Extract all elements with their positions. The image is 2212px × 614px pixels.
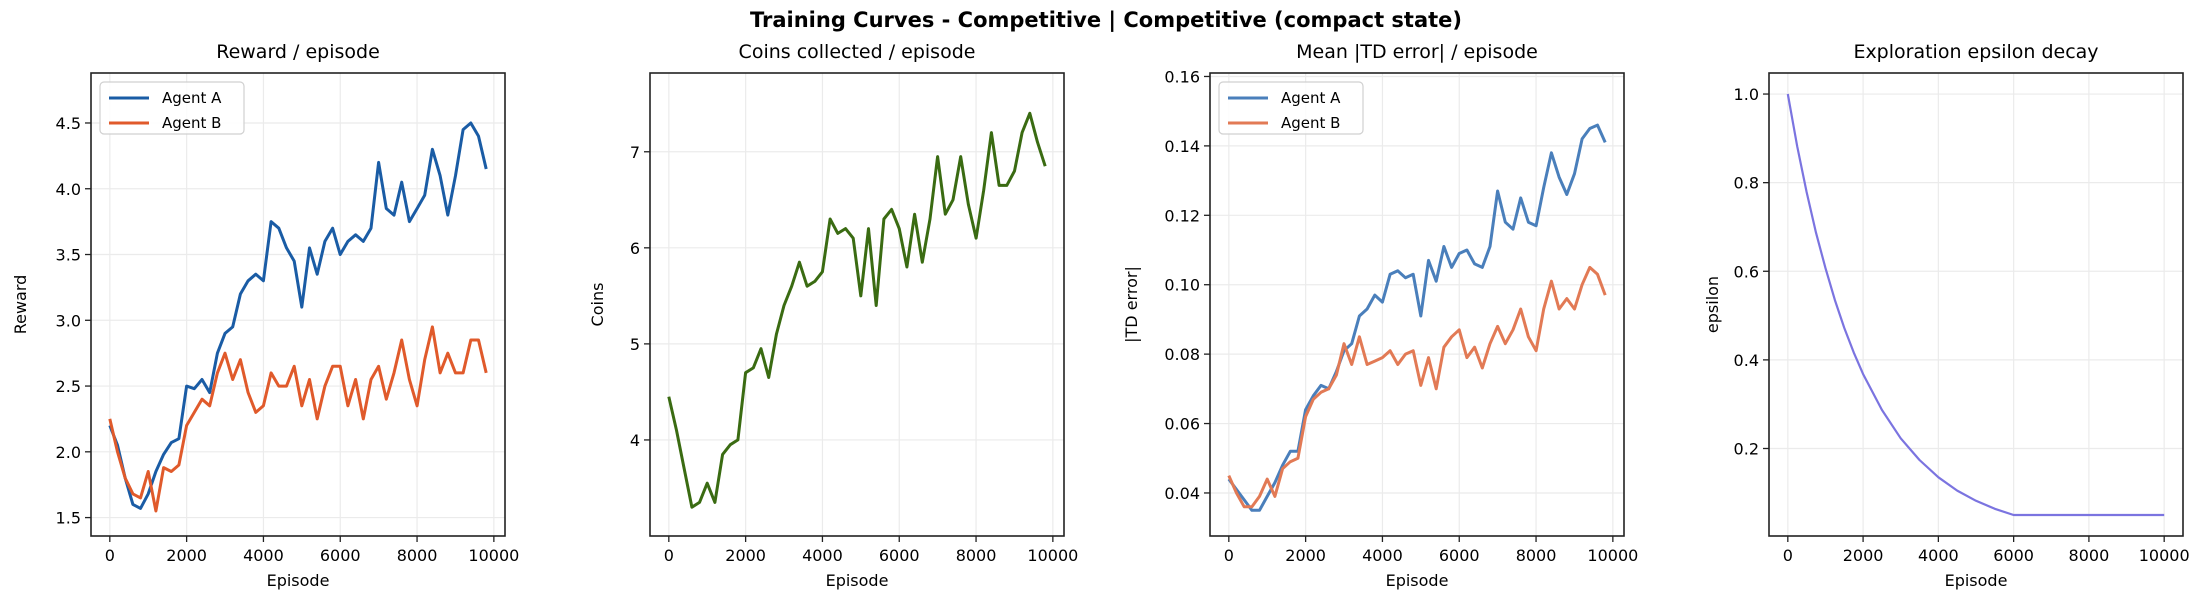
subplot-title: Mean |TD error| / episode [1296, 41, 1538, 63]
axes-frame [90, 72, 506, 537]
figure-suptitle: Training Curves - Competitive | Competit… [750, 8, 1462, 33]
y-axis-label: Reward [11, 275, 30, 335]
y-tick-label: 1.0 [1734, 85, 1759, 104]
y-tick-label: 3.0 [56, 311, 81, 330]
y-tick-label: 7 [630, 143, 640, 162]
y-tick-label: 0.04 [1164, 484, 1200, 503]
x-tick-label: 0 [1783, 546, 1793, 565]
series-line-main [667, 111, 1047, 509]
x-tick-label: 2000 [1843, 546, 1884, 565]
x-axis-label: Episode [1386, 571, 1449, 590]
y-tick-label: 3.5 [56, 246, 81, 265]
legend: Agent A Agent B [99, 81, 245, 135]
series-line-agent-a [1227, 123, 1607, 512]
x-axis-label: Episode [1945, 571, 2008, 590]
legend-label: Agent B [1281, 114, 1340, 132]
y-tick-label: 0.4 [1734, 351, 1759, 370]
x-tick-label: 4000 [802, 546, 843, 565]
x-tick-label: 4000 [1918, 546, 1959, 565]
subplot-4: 0 2000 4000 6000 8000 10000 0.2 0.4 0.6 0.8 1.0 Exp… [1703, 41, 2190, 590]
x-tick-label: 8000 [397, 546, 438, 565]
series-line-agent-b [1227, 265, 1607, 509]
y-tick-label: 0.8 [1734, 174, 1759, 193]
x-tick-label: 10000 [2139, 546, 2190, 565]
x-tick-label: 6000 [320, 546, 361, 565]
legend-label: Agent A [162, 89, 222, 107]
y-tick-label: 0.06 [1164, 415, 1200, 434]
y-tick-label: 4.5 [56, 114, 81, 133]
x-tick-label: 8000 [1516, 546, 1557, 565]
subplot-title: Reward / episode [216, 41, 380, 63]
legend-box [1218, 81, 1364, 135]
x-tick-label: 2000 [1285, 546, 1326, 565]
x-tick-label: 0 [1224, 546, 1234, 565]
subplot-title: Coins collected / episode [739, 41, 976, 63]
legend: Agent A Agent B [1218, 81, 1364, 135]
x-tick-label: 10000 [1027, 546, 1078, 565]
subplot-2: 0 2000 4000 6000 8000 10000 4 5 6 7 Coins collecte… [588, 41, 1078, 590]
y-tick-label: 0.6 [1734, 262, 1759, 281]
x-tick-label: 4000 [243, 546, 284, 565]
y-tick-label: 0.08 [1164, 345, 1200, 364]
axes-frame [1768, 72, 2184, 537]
x-tick-label: 4000 [1362, 546, 1403, 565]
x-tick-label: 6000 [1993, 546, 2034, 565]
subplot-title: Exploration epsilon decay [1853, 41, 2098, 63]
y-tick-label: 5 [630, 335, 640, 354]
y-tick-label: 0.2 [1734, 439, 1759, 458]
y-tick-label: 2.0 [56, 443, 81, 462]
y-tick-label: 0.12 [1164, 206, 1200, 225]
y-tick-label: 2.5 [56, 377, 81, 396]
y-axis-label: epsilon [1703, 276, 1722, 333]
x-tick-label: 0 [105, 546, 115, 565]
axes-frame [649, 72, 1065, 537]
series-line-main [1786, 93, 2165, 517]
y-tick-label: 0.16 [1164, 67, 1200, 86]
subplot-3: 0 2000 4000 6000 8000 10000 0.04 0.06 0.08 0.10 0.… [1122, 41, 1638, 590]
x-tick-label: 0 [664, 546, 674, 565]
series-line-agent-a [108, 121, 488, 510]
x-axis-label: Episode [267, 571, 330, 590]
y-tick-label: 6 [630, 239, 640, 258]
x-tick-label: 2000 [166, 546, 207, 565]
x-tick-label: 2000 [725, 546, 766, 565]
series-line-agent-b [108, 325, 488, 513]
y-tick-label: 0.14 [1164, 137, 1200, 156]
y-tick-label: 4.0 [56, 180, 81, 199]
y-tick-label: 4 [630, 431, 640, 450]
y-tick-label: 1.5 [56, 509, 81, 528]
legend-box [99, 81, 245, 135]
x-tick-label: 8000 [956, 546, 997, 565]
y-tick-label: 0.10 [1164, 276, 1200, 295]
subplot-1: 0 2000 4000 6000 8000 10000 1.5 2.0 2.5 3.0 3.5 4.0… [11, 41, 519, 590]
x-tick-label: 8000 [2069, 546, 2110, 565]
y-axis-label: |TD error| [1122, 266, 1141, 343]
legend-label: Agent A [1281, 89, 1341, 107]
legend-label: Agent B [162, 114, 221, 132]
axes-frame [1209, 72, 1625, 537]
x-axis-label: Episode [826, 571, 889, 590]
x-tick-label: 10000 [1587, 546, 1638, 565]
x-tick-label: 6000 [879, 546, 920, 565]
y-axis-label: Coins [588, 283, 607, 327]
x-tick-label: 10000 [468, 546, 519, 565]
x-tick-label: 6000 [1439, 546, 1480, 565]
